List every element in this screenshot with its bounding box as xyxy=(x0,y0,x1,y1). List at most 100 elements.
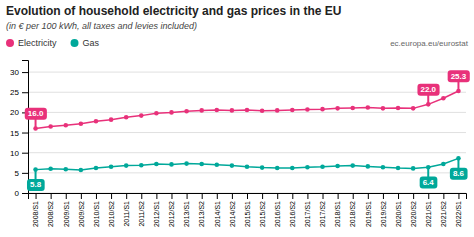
x-tick-label: 2010/S1 xyxy=(93,201,100,227)
x-tick: 2016/S2 xyxy=(289,193,296,227)
x-tick-label: 2011/S2 xyxy=(138,201,145,227)
series-point xyxy=(275,108,280,113)
x-tick-mark xyxy=(307,193,308,199)
x-tick-label: 2019/S1 xyxy=(365,201,372,227)
x-tick-label: 2012/S1 xyxy=(153,201,160,227)
x-tick-label: 2016/S2 xyxy=(289,201,296,227)
annotation-label: 22.0 xyxy=(420,85,436,94)
annotation-box xyxy=(450,168,468,180)
annotation-label: 25.3 xyxy=(451,72,467,81)
x-tick-label: 2014/S2 xyxy=(229,201,236,227)
series-point xyxy=(320,165,325,170)
x-tick-mark xyxy=(126,193,127,199)
x-tick-mark xyxy=(202,193,203,199)
series-point xyxy=(260,108,265,113)
x-tick-label: 2010/S2 xyxy=(108,201,115,227)
annotation-box xyxy=(27,179,45,191)
series-point xyxy=(350,163,355,168)
series-point xyxy=(124,115,129,120)
grid-line xyxy=(28,152,466,153)
grid-line xyxy=(28,92,466,93)
x-tick-mark xyxy=(338,193,339,199)
x-tick-mark xyxy=(66,193,67,199)
series-point xyxy=(109,117,114,122)
watermark: ec.europa.eu/eurostat xyxy=(390,39,469,48)
x-tick-mark xyxy=(81,193,82,199)
y-tick-mark xyxy=(22,193,28,194)
x-axis: 2008/S12008/S22009/S12009/S22010/S12010/… xyxy=(29,193,467,227)
x-tick: 2019/S2 xyxy=(380,193,387,227)
x-tick: 2010/S2 xyxy=(108,193,115,227)
grid-line xyxy=(28,72,466,73)
x-tick-label: 2013/S1 xyxy=(183,201,190,227)
x-tick-label: 2011/S1 xyxy=(123,201,130,227)
x-tick-label: 2009/S2 xyxy=(78,201,85,227)
series-point xyxy=(214,162,219,167)
x-tick-label: 2014/S1 xyxy=(214,201,221,227)
x-tick-mark xyxy=(111,193,112,199)
annotation-box xyxy=(420,177,438,189)
x-tick-label: 2022/S1 xyxy=(455,201,462,227)
series-point xyxy=(290,108,295,113)
x-tick: 2018/S2 xyxy=(349,193,356,227)
x-tick-mark xyxy=(96,193,97,199)
annotation-box xyxy=(25,108,47,120)
grid-line xyxy=(28,172,466,173)
series-point xyxy=(94,119,99,124)
series-point xyxy=(94,166,99,171)
legend-label: Electricity xyxy=(18,38,57,48)
legend-item: Gas xyxy=(71,38,100,48)
x-tick: 2010/S1 xyxy=(93,193,100,227)
x-tick-mark xyxy=(141,193,142,199)
x-tick-label: 2013/S2 xyxy=(198,201,205,227)
series-line xyxy=(36,158,459,170)
x-tick-mark xyxy=(36,193,37,199)
y-tick-label: 15 xyxy=(10,129,19,138)
y-tick: 10 xyxy=(10,149,28,158)
series-point xyxy=(63,123,68,128)
series-point xyxy=(79,121,84,126)
y-axis-line xyxy=(22,61,29,194)
x-tick: 2022/S1 xyxy=(455,193,462,227)
series-point xyxy=(154,111,159,116)
x-tick: 2012/S1 xyxy=(153,193,160,227)
x-tick: 2020/S2 xyxy=(410,193,417,227)
x-tick-mark xyxy=(383,193,384,199)
annotation-label: 8.6 xyxy=(453,169,465,178)
x-tick-mark xyxy=(323,193,324,199)
x-tick: 2017/S2 xyxy=(319,193,326,227)
x-tick-mark xyxy=(413,193,414,199)
subtitle: (in € per 100 kWh, all taxes and levies … xyxy=(6,21,197,31)
annotation-box xyxy=(448,70,470,82)
y-tick-label: 5 xyxy=(15,169,20,178)
series-point xyxy=(245,165,250,170)
x-tick-mark xyxy=(458,193,459,199)
x-tick-label: 2012/S2 xyxy=(168,201,175,227)
y-tick-label: 20 xyxy=(10,108,19,117)
series-point xyxy=(169,162,174,167)
x-tick-mark xyxy=(171,193,172,199)
series-point xyxy=(230,108,235,113)
x-tick-label: 2019/S2 xyxy=(380,201,387,227)
series-point xyxy=(260,165,265,170)
x-axis-line xyxy=(29,194,467,200)
x-tick-label: 2009/S1 xyxy=(62,201,69,227)
x-tick: 2019/S1 xyxy=(365,193,372,227)
x-tick-mark xyxy=(398,193,399,199)
x-tick: 2009/S2 xyxy=(78,193,85,227)
x-tick: 2014/S2 xyxy=(229,193,236,227)
series-point xyxy=(230,163,235,168)
chart: Evolution of household electricity and g… xyxy=(0,0,474,237)
x-tick-mark xyxy=(428,193,429,199)
x-tick: 2016/S1 xyxy=(274,193,281,227)
x-tick-mark xyxy=(292,193,293,199)
x-tick-label: 2021/S2 xyxy=(440,201,447,227)
x-tick: 2008/S1 xyxy=(32,193,39,227)
series-point xyxy=(411,106,416,111)
annotation: 16.0 xyxy=(25,108,47,129)
annotation-label: 16.0 xyxy=(28,109,44,118)
series-point xyxy=(184,161,189,166)
x-tick-mark xyxy=(217,193,218,199)
y-axis: 051015202530 xyxy=(10,61,28,199)
series-point xyxy=(48,167,53,172)
